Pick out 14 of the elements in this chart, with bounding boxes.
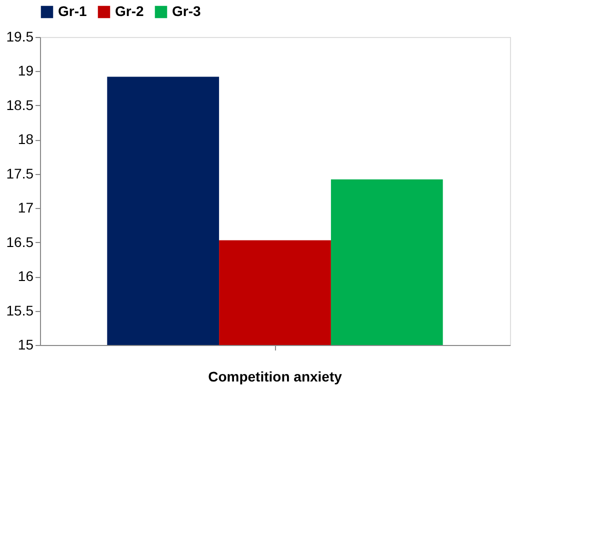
x-tick-label: Competition anxiety <box>208 368 342 384</box>
legend-label: Gr-3 <box>172 3 201 19</box>
y-tick-label: 15.5 <box>6 302 34 318</box>
y-tick-label: 18 <box>18 131 34 148</box>
y-tick-label: 16.5 <box>6 234 34 250</box>
y-tick-label: 16 <box>18 268 34 284</box>
y-tick-label: 18.5 <box>6 96 34 113</box>
y-tick-label: 19 <box>18 62 34 79</box>
legend-label: Gr-1 <box>58 3 87 19</box>
legend-label: Gr-2 <box>115 3 144 19</box>
y-tick-label: 19.5 <box>6 28 34 44</box>
y-tick-label: 17.5 <box>6 165 34 182</box>
y-tick-label: 15 <box>18 336 34 352</box>
y-tick-label: 17 <box>18 200 34 216</box>
